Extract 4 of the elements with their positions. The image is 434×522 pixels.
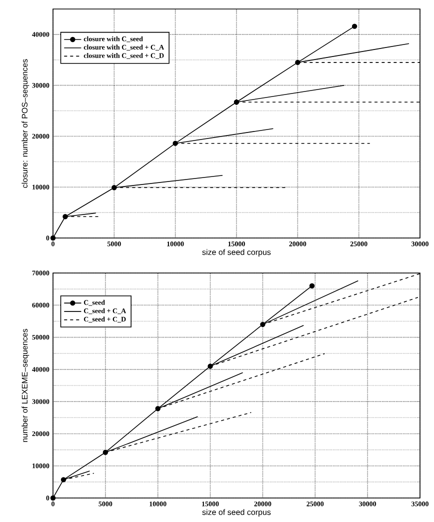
x-axis-title: size of seed corpus — [202, 509, 271, 517]
y-axis-title: number of LEXEME–sequences — [22, 328, 30, 442]
y-axis-title: closure: number of POS–sequences — [22, 59, 30, 188]
x-axis-title: size of seed corpus — [202, 249, 271, 257]
